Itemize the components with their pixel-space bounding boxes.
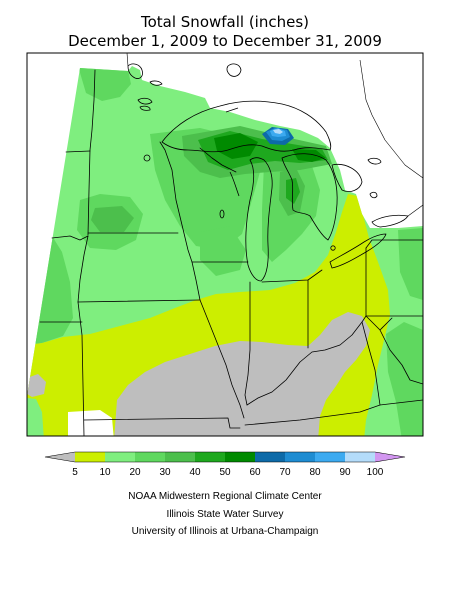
border-mississippi-river [159, 141, 245, 419]
rainy-lake-outline [149, 80, 163, 86]
snowfall-area-20-30in-north [78, 66, 131, 101]
snowfall-area-10-20in-southwest [27, 397, 44, 436]
border-mo-ar [83, 417, 241, 429]
isle-royale-outline [225, 107, 239, 113]
lake-winnebago-outline [219, 209, 225, 219]
colorbar-bin-10-20 [105, 452, 135, 462]
lake-st-clair-outline [330, 245, 336, 251]
lake-michigan-outline [245, 157, 273, 282]
snowfall-area-50-60in-west [214, 133, 258, 159]
colorbar-tick-label: 80 [309, 467, 321, 478]
colorbar-bin-40-50 [195, 452, 225, 462]
no-data-area [68, 410, 114, 436]
border-ontario-quebec [359, 59, 423, 179]
credit-line-isws: Illinois State Water Survey [167, 509, 284, 520]
border-ky-va [361, 321, 381, 406]
georgian-bay-outline [331, 163, 363, 192]
colorbar-bin-30-40 [165, 452, 195, 462]
border-ia-mo [77, 299, 201, 303]
colorbar-over-triangle [375, 452, 405, 462]
border-wi-mi [199, 147, 237, 173]
border-ky-tn [244, 399, 423, 426]
colorbar-tick-label: 5 [72, 467, 78, 478]
colorbar-bin-20-30 [135, 452, 165, 462]
border-nd-mn [87, 69, 96, 236]
credit-line-university: University of Illinois at Urbana-Champai… [132, 526, 319, 537]
map-frame [26, 52, 424, 437]
credit-line-mrcc: NOAA Midwestern Regional Climate Center [128, 491, 322, 502]
colorbar-tick-label: 70 [279, 467, 291, 478]
upper-red-lake-outline [139, 105, 151, 111]
canada-boundaries [126, 53, 423, 217]
border-sd-ne [51, 235, 89, 241]
border-manitoba-ontario [126, 53, 129, 67]
snowfall-area-30-40in-minnesota [91, 206, 134, 232]
colorbar-under-triangle [45, 452, 75, 462]
border-ks-mo [77, 301, 85, 436]
map-title: Total Snowfall (inches) [140, 13, 309, 31]
lake-outlines [127, 63, 409, 282]
lake-of-the-woods-outline [127, 63, 143, 79]
map-date-range: December 1, 2009 to December 31, 2009 [68, 32, 382, 50]
border-wv-va [365, 315, 423, 385]
snowfall-area-20-30in-illinois [200, 226, 246, 276]
snowfall-area-20-30in-new-york [398, 228, 423, 300]
colorbar-outline [44, 451, 406, 463]
border-pa-ny [365, 239, 423, 249]
colorbar-bin-70-80 [285, 452, 315, 462]
red-lake-outline [137, 97, 153, 105]
colorbar-tick-label: 30 [159, 467, 171, 478]
colorbar-bin-5-10 [75, 452, 105, 462]
map-panel [27, 53, 423, 436]
colorbar-tick-label: 40 [189, 467, 201, 478]
colorbar: 5 10 20 30 40 50 60 70 80 90 100 [44, 451, 406, 478]
colorbar-bin-60-70 [255, 452, 285, 462]
border-wv-md [379, 317, 393, 331]
lake-simcoe-outline [369, 191, 378, 199]
colorbar-tick-label: 50 [219, 467, 231, 478]
snowfall-area-under-5in [114, 312, 370, 436]
lake-huron-outline [281, 153, 338, 241]
colorbar-tick-label: 10 [99, 467, 111, 478]
state-boundaries [39, 69, 423, 436]
lake-superior-outline [161, 100, 332, 153]
lake-nipigon-outline [226, 63, 242, 77]
border-ohio-river [246, 315, 367, 406]
colorbar-tick-label: 60 [249, 467, 261, 478]
st-lawrence-river [407, 204, 423, 217]
colorbar-tick-label: 100 [367, 467, 384, 478]
lake-nipissing-outline [367, 157, 382, 165]
lake-ontario-outline [371, 214, 409, 228]
colorbar-bin-50-60 [225, 452, 255, 462]
border-ia-ne [77, 235, 89, 303]
colorbar-tick-label: 20 [129, 467, 141, 478]
colorbar-bin-90-100 [345, 452, 375, 462]
mille-lacs-outline [143, 154, 151, 162]
colorbar-bin-80-90 [315, 452, 345, 462]
border-nd-sd [65, 150, 91, 153]
snowfall-area-90-100in [273, 129, 283, 134]
snowfall-area-50-60in-east [292, 149, 326, 162]
green-bay-outline [229, 171, 240, 197]
snowfall-area-20-30in-east [386, 322, 423, 436]
colorbar-tick-label: 90 [339, 467, 351, 478]
border-il-in [244, 281, 251, 406]
lake-erie-outline [329, 233, 387, 269]
